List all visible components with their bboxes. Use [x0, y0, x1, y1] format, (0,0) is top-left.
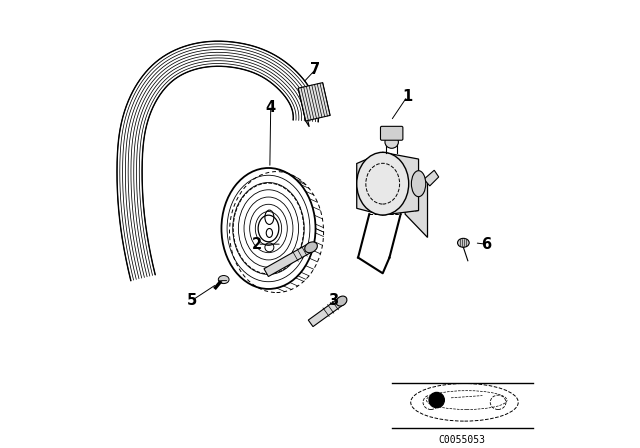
Text: 4: 4 — [266, 100, 276, 115]
Ellipse shape — [218, 276, 229, 284]
Text: 7: 7 — [310, 62, 321, 77]
Text: 5: 5 — [187, 293, 198, 308]
Polygon shape — [298, 82, 330, 121]
Text: 6: 6 — [481, 237, 491, 252]
Text: C0055053: C0055053 — [439, 435, 486, 444]
Ellipse shape — [356, 152, 409, 215]
Polygon shape — [383, 152, 419, 215]
Ellipse shape — [458, 238, 469, 247]
Ellipse shape — [385, 136, 398, 148]
Polygon shape — [356, 152, 383, 215]
Polygon shape — [424, 170, 439, 186]
Polygon shape — [405, 175, 428, 237]
Text: 2: 2 — [252, 237, 262, 252]
Ellipse shape — [412, 171, 426, 197]
Ellipse shape — [305, 242, 317, 253]
Ellipse shape — [336, 296, 347, 306]
FancyBboxPatch shape — [380, 126, 403, 140]
Polygon shape — [308, 298, 344, 327]
Polygon shape — [298, 88, 309, 127]
Circle shape — [429, 392, 444, 408]
Text: 1: 1 — [402, 89, 413, 104]
Text: 3: 3 — [328, 293, 339, 308]
Polygon shape — [264, 243, 313, 276]
